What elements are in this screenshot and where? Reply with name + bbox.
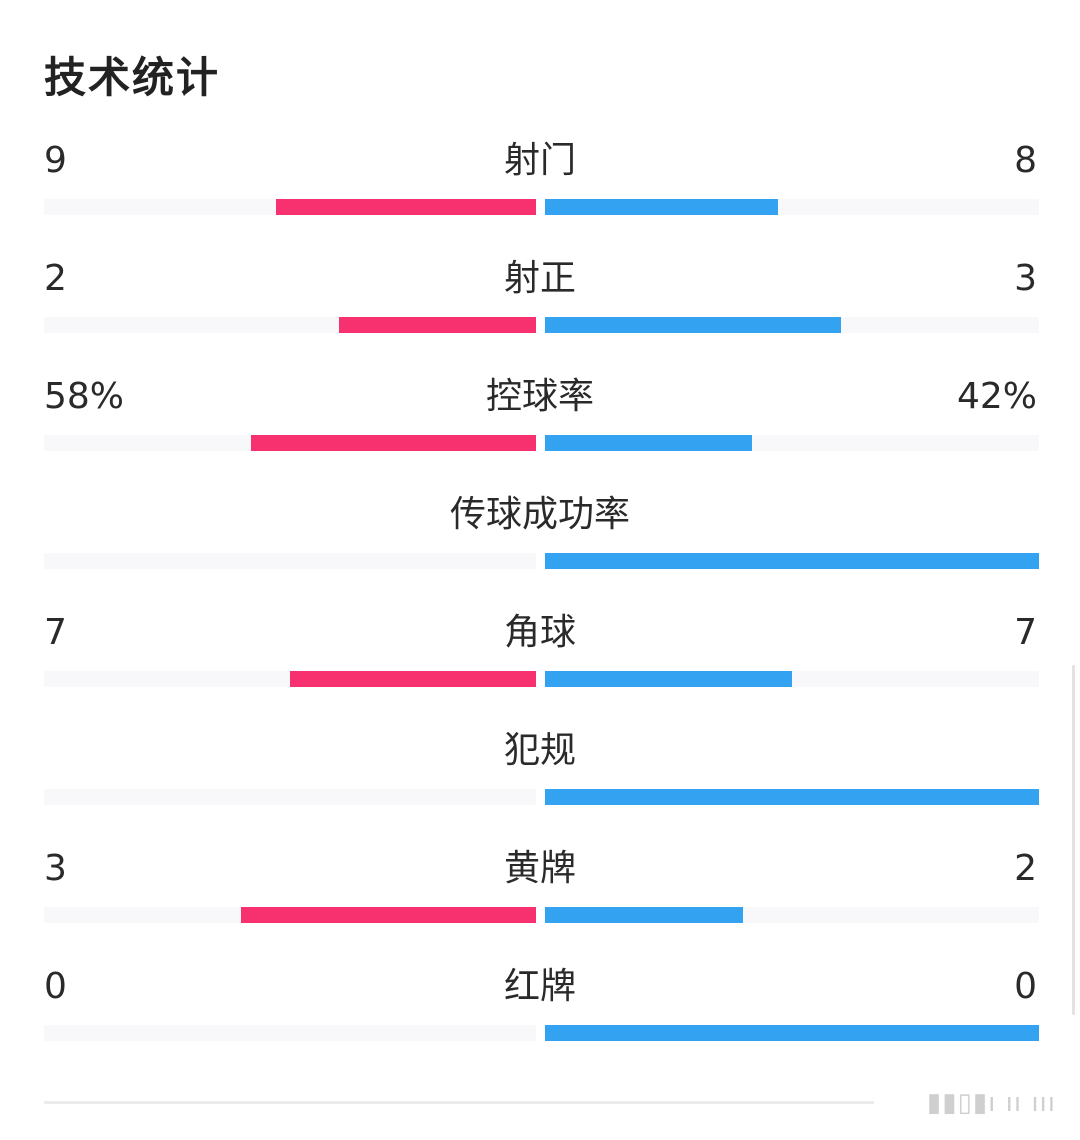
stat-row-fouls: 犯规 xyxy=(0,726,1080,844)
away-bar xyxy=(545,789,1039,805)
away-value: 42% xyxy=(956,376,1037,417)
home-bar xyxy=(339,317,536,333)
stat-label: 射正 xyxy=(503,258,576,299)
home-bar-track xyxy=(44,317,536,333)
away-value: 7 xyxy=(1014,612,1037,653)
away-bar-track xyxy=(545,553,1039,569)
home-value: 2 xyxy=(44,258,67,299)
away-bar xyxy=(545,199,778,215)
away-bar xyxy=(545,435,753,451)
stat-label: 角球 xyxy=(503,612,576,653)
home-value: 3 xyxy=(44,848,67,889)
home-value: 58% xyxy=(44,376,125,417)
watermark-logo: ▮▮▯▮ı ıı ııı xyxy=(926,1088,1056,1118)
home-bar-track xyxy=(44,435,536,451)
stat-label: 红牌 xyxy=(503,966,576,1007)
away-bar-track xyxy=(545,789,1039,805)
home-bar xyxy=(250,435,536,451)
away-bar-track xyxy=(545,435,1039,451)
away-bar-track xyxy=(545,1025,1039,1041)
stat-row-corners: 7 角球 7 xyxy=(0,608,1080,726)
away-value: 8 xyxy=(1014,140,1037,181)
home-bar-track xyxy=(44,671,536,687)
stat-row-shots-on-target: 2 射正 3 xyxy=(0,254,1080,372)
stat-row-yellow-cards: 3 黄牌 2 xyxy=(0,844,1080,962)
scrollbar[interactable] xyxy=(1072,665,1075,1015)
home-bar xyxy=(275,199,536,215)
stat-label: 传球成功率 xyxy=(449,494,630,535)
stat-row-pass-accuracy: 传球成功率 xyxy=(0,490,1080,608)
away-value: 0 xyxy=(1014,966,1037,1007)
away-bar xyxy=(545,553,1039,569)
home-bar-track xyxy=(44,553,536,569)
away-bar xyxy=(545,317,842,333)
away-value: 3 xyxy=(1014,258,1037,299)
stat-label: 黄牌 xyxy=(503,848,576,889)
divider xyxy=(44,1101,874,1104)
away-bar xyxy=(545,671,792,687)
away-bar xyxy=(545,907,743,923)
stat-row-possession: 58% 控球率 42% xyxy=(0,372,1080,490)
home-bar-track xyxy=(44,199,536,215)
page-title: 技术统计 xyxy=(44,53,221,102)
away-bar xyxy=(545,1025,1039,1041)
away-bar-track xyxy=(545,199,1039,215)
home-value: 0 xyxy=(44,966,67,1007)
away-bar-track xyxy=(545,671,1039,687)
stat-label: 射门 xyxy=(503,140,576,181)
home-bar-track xyxy=(44,1025,536,1041)
away-bar-track xyxy=(545,317,1039,333)
home-bar xyxy=(240,907,536,923)
home-value: 9 xyxy=(44,140,67,181)
home-bar-track xyxy=(44,907,536,923)
away-value: 2 xyxy=(1014,848,1037,889)
stat-label: 犯规 xyxy=(503,730,576,771)
home-bar xyxy=(290,671,536,687)
home-value: 7 xyxy=(44,612,67,653)
away-bar-track xyxy=(545,907,1039,923)
stat-label: 控球率 xyxy=(485,376,594,417)
stat-row-red-cards: 0 红牌 0 xyxy=(0,962,1080,1080)
stat-row-shots: 9 射门 8 xyxy=(0,136,1080,254)
home-bar-track xyxy=(44,789,536,805)
